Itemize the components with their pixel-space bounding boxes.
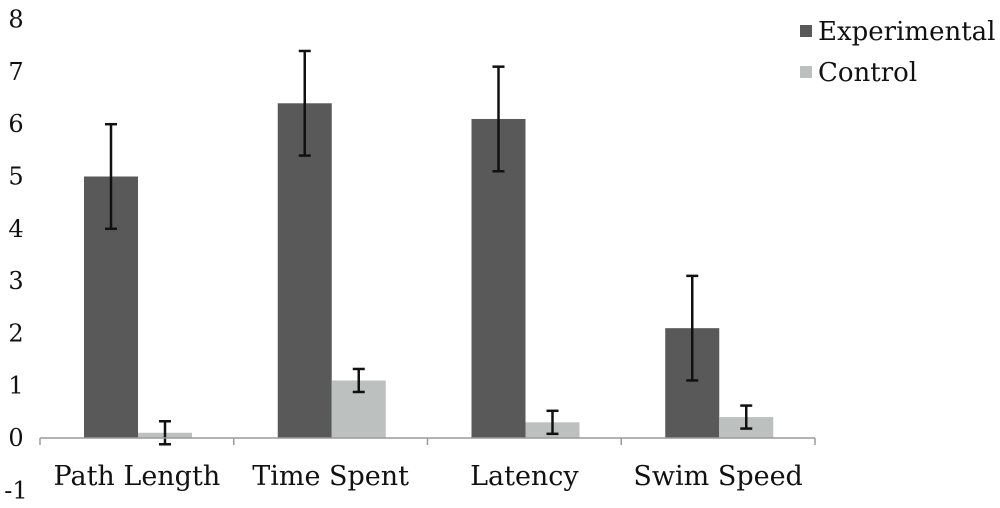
error-bar-control-swim-speed [740,404,753,430]
x-axis-category-labels: Path Length Time Spent Latency Swim Speed [54,461,803,492]
y-tick-label: -1 [4,476,27,504]
legend: Experimental Control [800,17,995,88]
error-bar-experimental-time-spent [298,49,311,157]
y-tick-label: 8 [8,6,23,34]
legend-label-control: Control [818,58,917,88]
x-category-label: Path Length [54,461,221,492]
bar-experimental-time-spent [277,103,332,438]
legend-label-experimental: Experimental [818,17,995,47]
error-bar-experimental-swim-speed [686,274,699,382]
x-axis-tick-marks [39,438,816,445]
legend-swatch-control [800,66,812,78]
y-tick-label: 0 [8,424,23,452]
y-tick-label: 5 [8,163,23,191]
y-tick-label: 1 [8,372,23,400]
y-axis-tick-labels: 8 7 6 5 4 3 2 1 0 -1 [4,6,27,505]
error-bar-control-latency [546,409,559,436]
error-bars-group [105,49,753,446]
x-category-label: Latency [470,461,579,492]
x-category-label: Time Spent [252,461,409,492]
bars-group [84,103,774,438]
error-bar-experimental-path-length [105,122,117,231]
error-bar-experimental-latency [492,65,505,173]
y-tick-label: 6 [8,110,23,138]
error-bar-control-time-spent [352,367,365,394]
y-tick-label: 3 [8,267,23,295]
y-tick-label: 4 [8,215,23,243]
y-tick-label: 2 [8,319,23,347]
error-bar-control-path-length [159,420,171,446]
legend-swatch-experimental [800,25,812,37]
x-category-label: Swim Speed [633,461,802,492]
y-tick-label: 7 [8,58,23,86]
